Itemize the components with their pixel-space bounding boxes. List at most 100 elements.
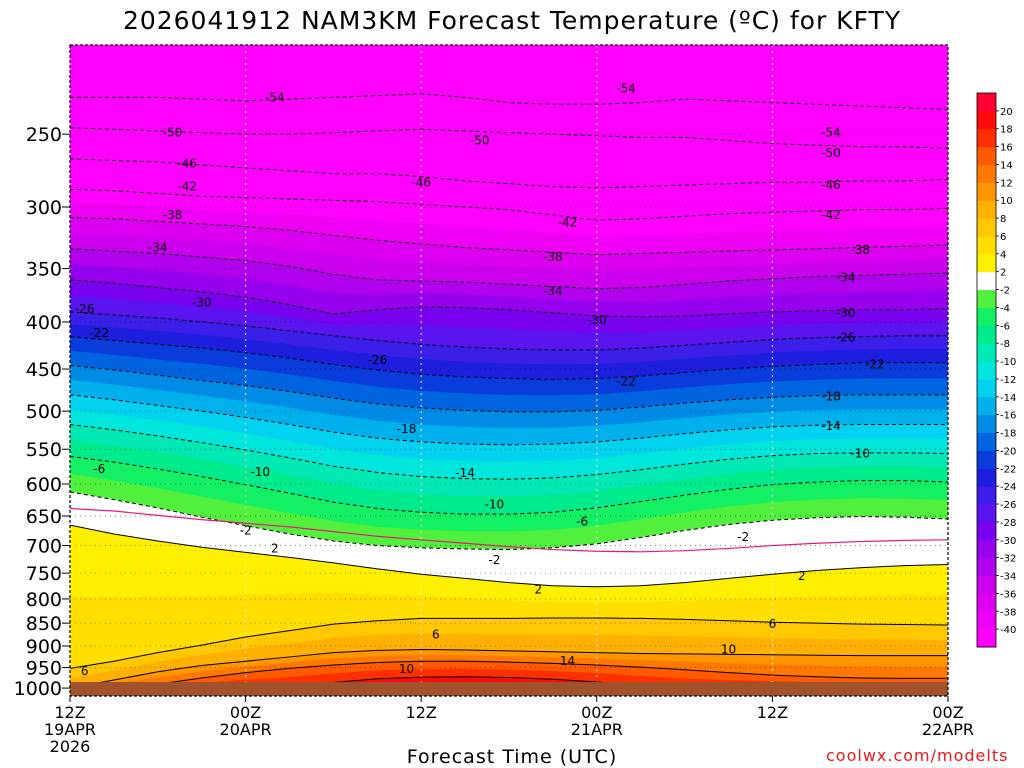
contour-label: -50	[470, 134, 490, 148]
colorbar-swatch	[977, 629, 996, 648]
colorbar-label: -6	[1000, 321, 1010, 332]
colorbar-swatch	[977, 164, 996, 183]
contour-label: -50	[821, 146, 841, 160]
contour-label: -26	[75, 302, 95, 316]
colorbar-label: -38	[1000, 607, 1016, 618]
contour-label: -42	[177, 180, 197, 194]
contour-label: 2	[271, 541, 279, 555]
colorbar-swatch	[977, 611, 996, 630]
contour-label: -22	[865, 358, 885, 372]
x-tick-label: 21APR	[571, 720, 623, 739]
colorbar-label: 16	[1000, 143, 1013, 154]
y-tick-label: 400	[26, 312, 62, 334]
colorbar-label: -8	[1000, 339, 1010, 350]
isotherm-contour	[70, 649, 948, 689]
colorbar-swatch	[977, 378, 996, 398]
colorbar-swatch	[977, 235, 996, 255]
x-tick-label: 2026	[50, 737, 91, 756]
colorbar-swatch	[977, 218, 996, 237]
colorbar-label: -10	[1000, 357, 1016, 368]
y-tick-label: 250	[26, 124, 62, 146]
contour-label: -6	[93, 462, 105, 476]
x-tick-label: 20APR	[220, 720, 272, 739]
contour-label: -2	[488, 553, 500, 567]
x-tick-label: 00Z	[932, 703, 963, 722]
chart-title: 2026041912 NAM3KM Forecast Temperature (…	[122, 6, 902, 35]
isotherm-contour	[70, 617, 948, 669]
y-tick-label: 1000	[14, 678, 62, 700]
x-tick-label: 12Z	[406, 703, 437, 722]
colorbar-swatch	[977, 504, 996, 523]
colorbar-swatch	[977, 521, 996, 541]
contour-label: -46	[411, 175, 431, 189]
contour-label: -34	[148, 241, 168, 255]
contour-label: 6	[432, 627, 440, 641]
contour-label: 6	[81, 664, 89, 678]
contour-label: -2	[737, 530, 749, 544]
isotherm-contour	[70, 336, 948, 381]
y-tick-label: 950	[26, 658, 62, 680]
colorbar-label: -12	[1000, 375, 1016, 386]
colorbar-label: 20	[1000, 107, 1013, 118]
colorbar-label: -40	[1000, 625, 1016, 636]
ground-surface	[70, 682, 948, 696]
freezing-level-contour	[70, 507, 948, 553]
contour-label: 2	[798, 569, 806, 583]
y-tick-label: 300	[26, 197, 62, 219]
colorbar-swatch	[977, 146, 996, 165]
y-axis: 2503003504004505005506006507007508008509…	[14, 124, 70, 700]
y-tick-label: 350	[26, 259, 62, 281]
colorbar-swatch	[977, 593, 996, 612]
colorbar-label: -2	[1000, 286, 1010, 297]
contour-label: -30	[587, 313, 607, 327]
colorbar-label: -18	[1000, 429, 1016, 440]
isotherm-contour	[70, 364, 948, 413]
contour-label: -54	[265, 90, 285, 104]
colorbar-swatch	[977, 253, 996, 273]
y-tick-label: 600	[26, 474, 62, 496]
contour-label: 6	[769, 617, 777, 631]
colorbar-swatch	[977, 93, 996, 112]
colorbar-label: -30	[1000, 536, 1016, 547]
colorbar-label: 4	[1000, 250, 1006, 261]
colorbar-label: 14	[1000, 160, 1013, 171]
colorbar-swatch	[977, 450, 996, 469]
colorbar-label: -26	[1000, 500, 1016, 511]
y-tick-label: 900	[26, 636, 62, 658]
colorbar-swatch	[977, 182, 996, 201]
colorbar-label: 6	[1000, 232, 1006, 243]
colorbar-swatch	[977, 200, 996, 219]
colorbar-swatch	[977, 486, 996, 505]
contour-label: -26	[367, 353, 387, 367]
isotherm-contour	[70, 524, 948, 588]
contour-label: -22	[616, 374, 636, 388]
contour-label: -30	[192, 296, 212, 310]
isotherm-contour	[70, 455, 948, 515]
colorbar-label: 12	[1000, 178, 1013, 189]
y-tick-label: 700	[26, 536, 62, 558]
isotherm-contour	[70, 660, 948, 689]
colorbar-swatch	[977, 289, 996, 308]
contour-label: -54	[821, 126, 841, 140]
colorbar-swatch	[977, 307, 996, 326]
colorbar-swatch	[977, 396, 996, 416]
colorbar-swatch	[977, 325, 996, 344]
contour-label: -18	[397, 422, 417, 436]
contour-label: -34	[836, 271, 856, 285]
y-tick-label: 650	[26, 506, 62, 528]
colorbar-label: 8	[1000, 214, 1006, 225]
contour-label: -10	[485, 498, 505, 512]
contour-label: -18	[821, 389, 841, 403]
colorbar-label: -16	[1000, 411, 1016, 422]
colorbar-swatch	[977, 110, 996, 130]
colorbar-label: -4	[1000, 303, 1010, 314]
colorbar-swatch	[977, 539, 996, 559]
colorbar-swatch	[977, 414, 996, 434]
contour-label: -2	[240, 523, 252, 537]
y-tick-label: 850	[26, 613, 62, 635]
contour-label: -46	[177, 156, 197, 170]
contour-label: -38	[543, 250, 563, 264]
colorbar-label: -34	[1000, 572, 1016, 583]
